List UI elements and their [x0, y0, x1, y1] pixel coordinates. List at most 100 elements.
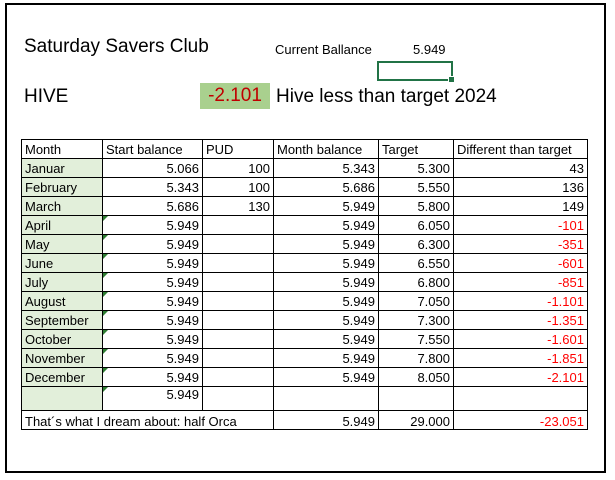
- table-row: October 5.949 5.949 7.550 -1.601: [21, 329, 588, 349]
- page-title[interactable]: Saturday Savers Club: [24, 36, 209, 57]
- difference-cell[interactable]: -101: [453, 215, 588, 235]
- month-cell[interactable]: August: [21, 291, 103, 311]
- empty-cell[interactable]: [453, 386, 588, 411]
- start-balance-cell[interactable]: 5.949: [102, 234, 203, 254]
- target-cell[interactable]: 7.300: [378, 310, 454, 330]
- month-cell[interactable]: September: [21, 310, 103, 330]
- target-cell[interactable]: 7.050: [378, 291, 454, 311]
- start-balance-cell[interactable]: 5.949: [102, 272, 203, 292]
- header-cell[interactable]: Month: [21, 139, 103, 159]
- pud-cell[interactable]: [202, 234, 274, 254]
- target-cell[interactable]: 5.800: [378, 196, 454, 216]
- month-balance-cell[interactable]: 5.949: [273, 272, 379, 292]
- header-cell[interactable]: Month balance: [273, 139, 379, 159]
- footer-month-balance-cell[interactable]: 5.949: [273, 410, 379, 430]
- target-cell[interactable]: 6.300: [378, 234, 454, 254]
- difference-cell[interactable]: -1.851: [453, 348, 588, 368]
- empty-cell[interactable]: [273, 386, 379, 411]
- header-cell[interactable]: Target: [378, 139, 454, 159]
- difference-cell[interactable]: -2.101: [453, 367, 588, 387]
- month-cell[interactable]: October: [21, 329, 103, 349]
- target-cell[interactable]: 5.550: [378, 177, 454, 197]
- start-balance-cell[interactable]: 5.343: [102, 177, 203, 197]
- current-balance-value[interactable]: 5.949: [413, 42, 446, 57]
- month-cell[interactable]: July: [21, 272, 103, 292]
- table-row: September 5.949 5.949 7.300 -1.351: [21, 310, 588, 330]
- difference-cell[interactable]: -601: [453, 253, 588, 273]
- start-balance-cell[interactable]: 5.949: [102, 215, 203, 235]
- month-balance-cell[interactable]: 5.949: [273, 310, 379, 330]
- month-cell[interactable]: June: [21, 253, 103, 273]
- month-balance-cell[interactable]: 5.949: [273, 253, 379, 273]
- empty-cell[interactable]: [202, 386, 274, 411]
- start-balance-cell[interactable]: 5.949: [102, 348, 203, 368]
- target-cell[interactable]: 7.800: [378, 348, 454, 368]
- pud-cell[interactable]: 100: [202, 158, 274, 178]
- target-cell[interactable]: 6.550: [378, 253, 454, 273]
- header-cell[interactable]: Different than target: [453, 139, 588, 159]
- target-cell[interactable]: 5.300: [378, 158, 454, 178]
- target-cell[interactable]: 6.050: [378, 215, 454, 235]
- start-balance-cell[interactable]: 5.949: [102, 291, 203, 311]
- month-cell[interactable]: December: [21, 367, 103, 387]
- empty-cell[interactable]: [378, 386, 454, 411]
- month-balance-cell[interactable]: 5.949: [273, 367, 379, 387]
- month-balance-cell[interactable]: 5.949: [273, 329, 379, 349]
- header-cell[interactable]: Start balance: [102, 139, 203, 159]
- empty-month-cell[interactable]: [21, 386, 103, 411]
- target-cell[interactable]: 8.050: [378, 367, 454, 387]
- selected-cell[interactable]: [377, 61, 455, 83]
- extra-start-balance-cell[interactable]: 5.949: [102, 386, 203, 411]
- footer-label-cell[interactable]: That´s what I dream about: half Orca: [21, 410, 274, 430]
- month-balance-cell[interactable]: 5.686: [273, 177, 379, 197]
- pud-cell[interactable]: [202, 348, 274, 368]
- difference-cell[interactable]: -1.601: [453, 329, 588, 349]
- hive-label[interactable]: HIVE: [24, 86, 69, 107]
- footer-target-cell[interactable]: 29.000: [378, 410, 454, 430]
- pud-cell[interactable]: 130: [202, 196, 274, 216]
- difference-cell[interactable]: -351: [453, 234, 588, 254]
- month-cell[interactable]: March: [21, 196, 103, 216]
- hive-value-cell[interactable]: -2.101: [200, 83, 270, 109]
- target-cell[interactable]: 7.550: [378, 329, 454, 349]
- difference-cell[interactable]: -1.101: [453, 291, 588, 311]
- pud-cell[interactable]: [202, 310, 274, 330]
- target-cell[interactable]: 6.800: [378, 272, 454, 292]
- month-balance-cell[interactable]: 5.343: [273, 158, 379, 178]
- fill-handle[interactable]: [448, 76, 455, 83]
- month-cell[interactable]: Januar: [21, 158, 103, 178]
- difference-cell[interactable]: -851: [453, 272, 588, 292]
- month-balance-cell[interactable]: 5.949: [273, 215, 379, 235]
- header-cell[interactable]: PUD: [202, 139, 274, 159]
- pud-cell[interactable]: [202, 215, 274, 235]
- pud-cell[interactable]: [202, 367, 274, 387]
- pud-cell[interactable]: 100: [202, 177, 274, 197]
- month-cell[interactable]: May: [21, 234, 103, 254]
- difference-cell[interactable]: 136: [453, 177, 588, 197]
- month-cell[interactable]: February: [21, 177, 103, 197]
- month-balance-cell[interactable]: 5.949: [273, 234, 379, 254]
- pud-cell[interactable]: [202, 329, 274, 349]
- footer-row: That´s what I dream about: half Orca 5.94…: [21, 410, 588, 430]
- month-cell[interactable]: April: [21, 215, 103, 235]
- month-cell[interactable]: November: [21, 348, 103, 368]
- hive-description[interactable]: Hive less than target 2024: [276, 86, 497, 107]
- current-balance-label[interactable]: Current Ballance: [275, 42, 372, 57]
- start-balance-cell[interactable]: 5.949: [102, 367, 203, 387]
- start-balance-cell[interactable]: 5.949: [102, 253, 203, 273]
- pud-cell[interactable]: [202, 291, 274, 311]
- start-balance-cell[interactable]: 5.066: [102, 158, 203, 178]
- pud-cell[interactable]: [202, 253, 274, 273]
- start-balance-cell[interactable]: 5.686: [102, 196, 203, 216]
- difference-cell[interactable]: -1.351: [453, 310, 588, 330]
- month-balance-cell[interactable]: 5.949: [273, 348, 379, 368]
- savings-table: Month Start balance PUD Month balance Ta…: [21, 139, 588, 430]
- month-balance-cell[interactable]: 5.949: [273, 291, 379, 311]
- difference-cell[interactable]: 43: [453, 158, 588, 178]
- month-balance-cell[interactable]: 5.949: [273, 196, 379, 216]
- footer-difference-cell[interactable]: -23.051: [453, 410, 588, 430]
- start-balance-cell[interactable]: 5.949: [102, 329, 203, 349]
- start-balance-cell[interactable]: 5.949: [102, 310, 203, 330]
- pud-cell[interactable]: [202, 272, 274, 292]
- difference-cell[interactable]: 149: [453, 196, 588, 216]
